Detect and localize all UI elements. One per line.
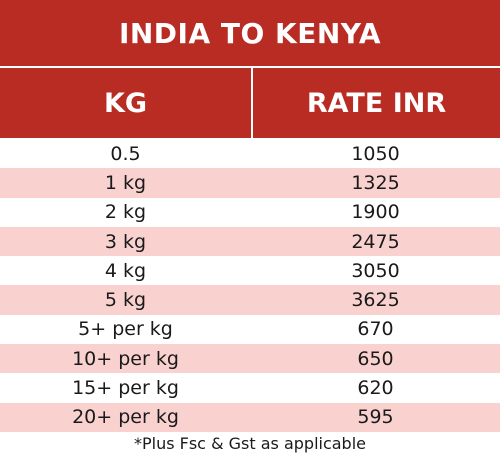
column-header-rate: RATE INR	[253, 68, 500, 138]
footnote: *Plus Fsc & Gst as applicable	[133, 434, 366, 453]
weight-cell: 10+ per kg	[72, 347, 179, 370]
weight-cell: 0.5	[110, 142, 141, 165]
rate-cell: 1050	[351, 142, 400, 165]
weight-cell: 3 kg	[104, 230, 147, 253]
table-row: 15+ per kg 620	[0, 373, 500, 402]
rate-cell: 1900	[351, 201, 400, 224]
table-row: 20+ per kg 595	[0, 402, 500, 432]
rate-cell: 620	[357, 377, 394, 400]
rate-cell: 670	[357, 318, 394, 341]
rate-cell: 3625	[351, 289, 400, 312]
table-row: 3 kg 2475	[0, 226, 500, 257]
table-row: 0.5 1050	[0, 139, 500, 168]
page-title: INDIA TO KENYA	[118, 16, 382, 50]
title-bar: INDIA TO KENYA	[0, 0, 500, 66]
weight-cell: 1 kg	[104, 171, 147, 194]
table-row: 2 kg 1900	[0, 198, 500, 227]
rate-cell: 595	[357, 406, 394, 429]
table-row: 5 kg 3625	[0, 285, 500, 315]
rate-cell: 650	[357, 347, 394, 370]
column-header-kg: KG	[0, 68, 251, 138]
table-row: 5+ per kg 670	[0, 315, 500, 344]
weight-cell: 20+ per kg	[72, 406, 179, 429]
weight-cell: 15+ per kg	[72, 377, 179, 400]
table-row: 10+ per kg 650	[0, 344, 500, 374]
table-header: KG RATE INR	[0, 68, 500, 138]
weight-cell: 5 kg	[104, 289, 147, 312]
rate-cell: 1325	[351, 171, 400, 194]
rate-cell: 3050	[351, 259, 400, 282]
weight-cell: 5+ per kg	[78, 318, 173, 341]
weight-cell: 4 kg	[104, 259, 147, 282]
weight-cell: 2 kg	[104, 201, 147, 224]
rate-cell: 2475	[351, 230, 400, 253]
table-row: 4 kg 3050	[0, 256, 500, 285]
table-row: 1 kg 1325	[0, 168, 500, 198]
rate-table-body: 0.5 1050 1 kg 1325 2 kg 1900 3 kg 2475 4…	[0, 139, 500, 432]
